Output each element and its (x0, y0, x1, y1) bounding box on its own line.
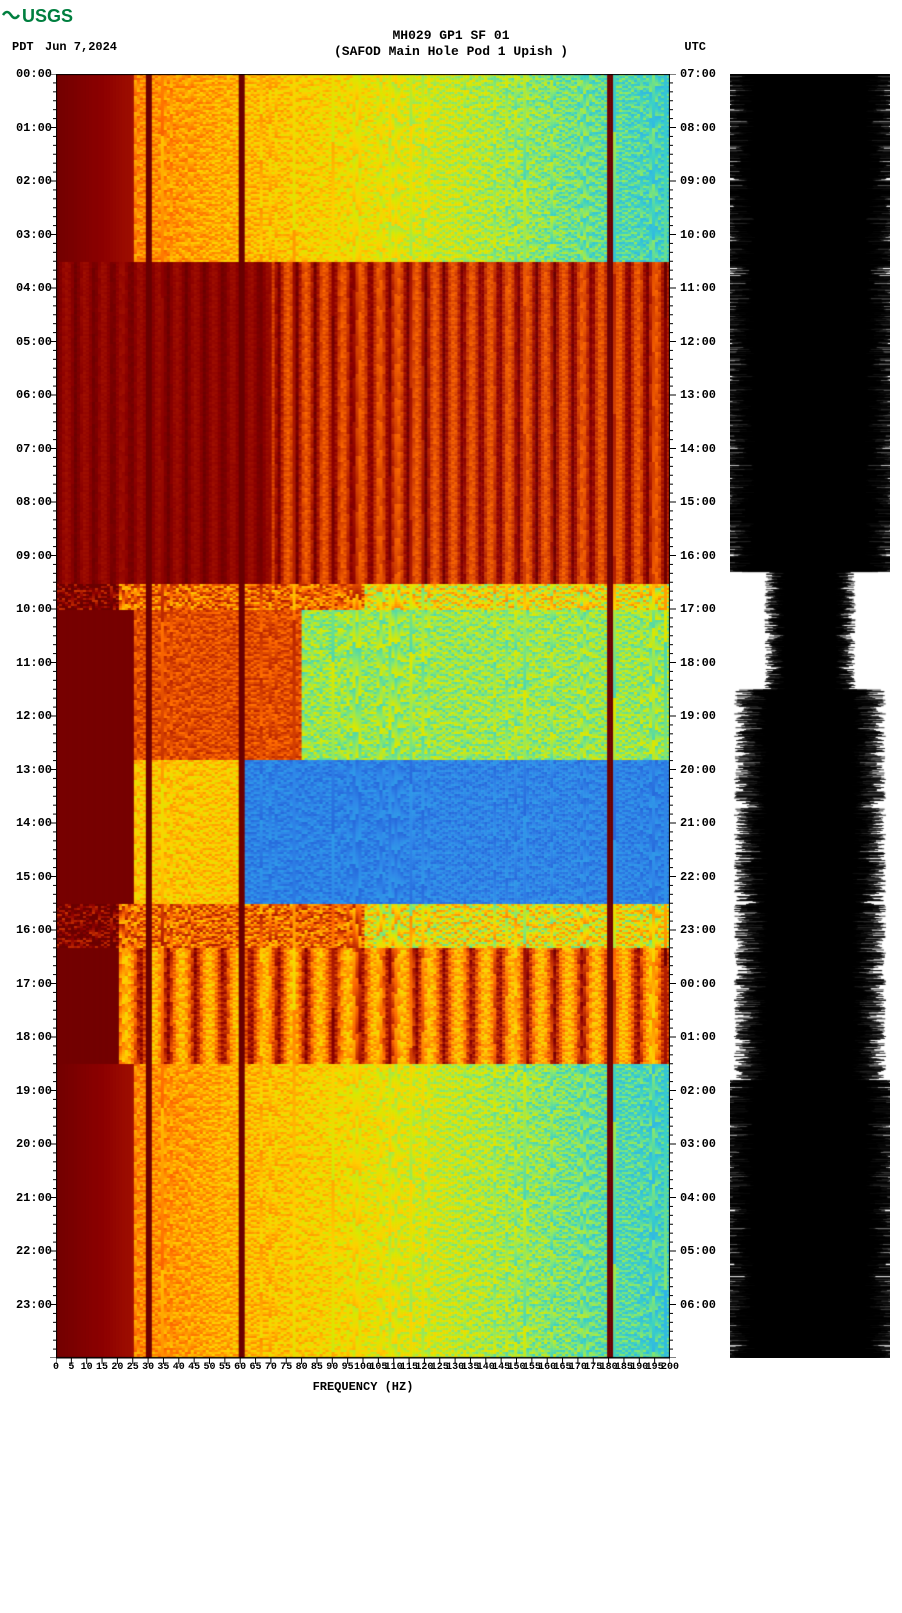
y-tick-label-left: 14:00 (0, 816, 52, 830)
x-tick-label: 15 (96, 1362, 108, 1373)
date-label: Jun 7,2024 (45, 40, 117, 54)
usgs-logo-svg: USGS (2, 2, 84, 28)
y-tick-label-right: 18:00 (680, 656, 728, 670)
y-tick-label-right: 20:00 (680, 763, 728, 777)
y-tick-label-right: 01:00 (680, 1030, 728, 1044)
page-root: USGS MH029 GP1 SF 01 (SAFOD Main Hole Po… (0, 0, 902, 1613)
x-tick-label: 60 (234, 1362, 246, 1373)
y-tick-label-right: 00:00 (680, 977, 728, 991)
waveform-canvas (730, 74, 890, 1358)
y-tick-label-left: 20:00 (0, 1137, 52, 1151)
station-id: MH029 GP1 SF 01 (0, 28, 902, 44)
x-tick-label: 80 (296, 1362, 308, 1373)
y-tick-label-right: 14:00 (680, 442, 728, 456)
y-tick-label-left: 09:00 (0, 549, 52, 563)
y-tick-label-right: 03:00 (680, 1137, 728, 1151)
y-tick-label-right: 12:00 (680, 335, 728, 349)
y-tick-label-left: 07:00 (0, 442, 52, 456)
y-tick-label-left: 12:00 (0, 709, 52, 723)
y-tick-label-left: 02:00 (0, 174, 52, 188)
y-tick-label-right: 10:00 (680, 228, 728, 242)
y-tick-label-right: 19:00 (680, 709, 728, 723)
x-tick-label: 20 (111, 1362, 123, 1373)
x-tick-label: 65 (250, 1362, 262, 1373)
y-tick-label-right: 15:00 (680, 495, 728, 509)
y-tick-label-left: 01:00 (0, 121, 52, 135)
y-tick-label-right: 02:00 (680, 1084, 728, 1098)
x-tick-label: 200 (661, 1362, 679, 1373)
x-tick-label: 95 (342, 1362, 354, 1373)
x-tick-label: 5 (68, 1362, 74, 1373)
y-tick-label-left: 10:00 (0, 602, 52, 616)
timezone-left: PDT (12, 40, 34, 54)
y-tick-label-right: 22:00 (680, 870, 728, 884)
title-block: MH029 GP1 SF 01 (SAFOD Main Hole Pod 1 U… (0, 28, 902, 59)
y-tick-label-left: 15:00 (0, 870, 52, 884)
y-tick-label-left: 16:00 (0, 923, 52, 937)
y-tick-label-left: 06:00 (0, 388, 52, 402)
y-tick-label-left: 21:00 (0, 1191, 52, 1205)
y-tick-label-right: 16:00 (680, 549, 728, 563)
y-tick-label-left: 19:00 (0, 1084, 52, 1098)
spectrogram-canvas (56, 74, 670, 1358)
x-tick-label: 35 (157, 1362, 169, 1373)
y-tick-label-left: 13:00 (0, 763, 52, 777)
x-tick-label: 50 (203, 1362, 215, 1373)
x-tick-label: 85 (311, 1362, 323, 1373)
y-tick-label-left: 03:00 (0, 228, 52, 242)
y-tick-label-left: 11:00 (0, 656, 52, 670)
y-tick-label-left: 18:00 (0, 1030, 52, 1044)
y-tick-label-right: 13:00 (680, 388, 728, 402)
x-axis-title: FREQUENCY (HZ) (56, 1380, 670, 1394)
x-tick-label: 90 (326, 1362, 338, 1373)
y-axis-ticks-right (670, 74, 676, 1358)
x-tick-label: 30 (142, 1362, 154, 1373)
y-tick-label-left: 08:00 (0, 495, 52, 509)
y-tick-label-right: 11:00 (680, 281, 728, 295)
y-tick-label-right: 07:00 (680, 67, 728, 81)
x-tick-label: 70 (265, 1362, 277, 1373)
station-desc: (SAFOD Main Hole Pod 1 Upish ) (0, 44, 902, 60)
y-tick-label-right: 08:00 (680, 121, 728, 135)
y-tick-label-right: 06:00 (680, 1298, 728, 1312)
y-tick-label-right: 17:00 (680, 602, 728, 616)
x-tick-label: 0 (53, 1362, 59, 1373)
svg-text:USGS: USGS (22, 6, 73, 26)
y-tick-label-right: 05:00 (680, 1244, 728, 1258)
y-tick-label-left: 04:00 (0, 281, 52, 295)
x-tick-label: 55 (219, 1362, 231, 1373)
y-tick-label-left: 22:00 (0, 1244, 52, 1258)
x-tick-label: 25 (127, 1362, 139, 1373)
y-axis-labels-right: 07:0008:0009:0010:0011:0012:0013:0014:00… (680, 74, 728, 1358)
x-tick-label: 45 (188, 1362, 200, 1373)
y-tick-label-right: 23:00 (680, 923, 728, 937)
timezone-right: UTC (684, 40, 706, 54)
y-tick-label-left: 17:00 (0, 977, 52, 991)
x-tick-label: 10 (81, 1362, 93, 1373)
x-tick-label: 40 (173, 1362, 185, 1373)
x-tick-label: 75 (280, 1362, 292, 1373)
y-tick-label-left: 05:00 (0, 335, 52, 349)
y-tick-label-right: 21:00 (680, 816, 728, 830)
y-tick-label-right: 04:00 (680, 1191, 728, 1205)
y-tick-label-left: 23:00 (0, 1298, 52, 1312)
usgs-logo: USGS (2, 2, 84, 28)
y-tick-label-right: 09:00 (680, 174, 728, 188)
y-tick-label-left: 00:00 (0, 67, 52, 81)
y-axis-labels-left: 00:0001:0002:0003:0004:0005:0006:0007:00… (0, 74, 52, 1358)
